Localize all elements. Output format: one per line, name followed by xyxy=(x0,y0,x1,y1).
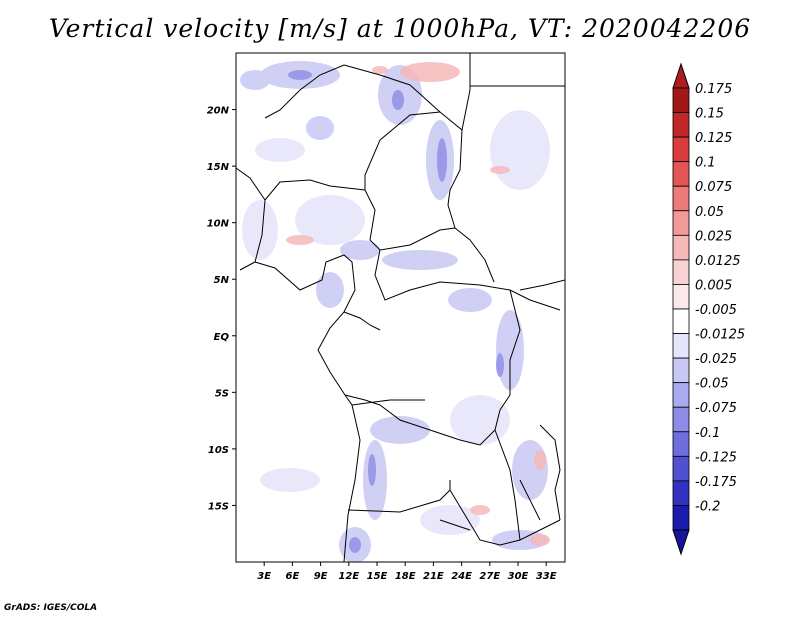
colorbar-level-label: -0.025 xyxy=(695,352,737,367)
lon-tick-label: 15E xyxy=(367,571,388,582)
lon-tick-label: 18E xyxy=(395,571,416,582)
lat-tick-label: 15N xyxy=(207,162,230,173)
map-title: Vertical velocity [m/s] at 1000hPa, VT: … xyxy=(48,14,752,43)
lon-tick-label: 12E xyxy=(338,571,359,582)
colorbar-level-label: -0.125 xyxy=(695,450,737,465)
colorbar-swatch xyxy=(672,406,690,433)
colorbar-swatch xyxy=(672,308,690,334)
colorbar-swatch xyxy=(672,431,690,457)
colorbar-swatch xyxy=(672,455,690,482)
lon-tick-label: 21E xyxy=(423,571,444,582)
colorbar-level-label: 0.075 xyxy=(695,180,732,195)
country-borders xyxy=(236,53,565,562)
colorbar-swatch xyxy=(672,333,690,359)
lat-tick-label: 15S xyxy=(208,501,229,512)
colorbar-swatch xyxy=(672,210,690,236)
colorbar-swatch xyxy=(672,136,690,163)
colorbar-swatch xyxy=(672,480,690,506)
colorbar-level-label: 0.175 xyxy=(695,82,732,97)
lon-tick-label: 27E xyxy=(479,571,500,582)
colorbar-bottom-cap xyxy=(672,529,690,556)
colorbar-swatch xyxy=(672,87,690,113)
colorbar-level-label: -0.075 xyxy=(695,401,737,416)
colorbar-level-label: 0.125 xyxy=(695,131,732,146)
colorbar-level-label: -0.2 xyxy=(695,499,720,514)
lon-tick-label: 30E xyxy=(508,571,529,582)
lon-tick-label: 24E xyxy=(451,571,472,582)
lon-tick-label: 33E xyxy=(536,571,557,582)
velocity-field xyxy=(240,61,550,562)
colorbar-swatch xyxy=(672,505,690,531)
colorbar-swatch xyxy=(672,259,690,285)
grads-credit: GrADS: IGES/COLA xyxy=(4,603,98,613)
lon-tick-label: 9E xyxy=(314,571,328,582)
colorbar-swatch xyxy=(672,234,690,261)
colorbar-swatch xyxy=(672,357,690,384)
colorbar-level-label: 0.025 xyxy=(695,229,732,244)
colorbar-level-label: -0.1 xyxy=(695,426,720,441)
colorbar-swatch xyxy=(672,112,690,138)
colorbar-level-label: 0.005 xyxy=(695,278,732,293)
map-frame xyxy=(235,52,566,563)
colorbar-level-label: 0.1 xyxy=(695,156,716,171)
lat-tick-label: 5N xyxy=(214,275,230,286)
lat-tick-label: 5S xyxy=(215,388,229,399)
map-panel xyxy=(235,52,566,563)
colorbar-swatch xyxy=(672,161,690,187)
lat-tick-label: 20N xyxy=(207,106,230,117)
colorbar-swatch xyxy=(672,284,690,310)
lon-tick-label: 3E xyxy=(257,571,271,582)
colorbar-level-label: 0.0125 xyxy=(695,254,741,269)
lat-tick-label: 10N xyxy=(207,219,230,230)
colorbar-swatch xyxy=(672,185,690,212)
colorbar-level-label: 0.05 xyxy=(695,205,724,220)
colorbar-level-label: -0.05 xyxy=(695,377,729,392)
colorbar-level-label: 0.15 xyxy=(695,107,724,122)
colorbar-top-cap xyxy=(672,62,690,89)
latitude-axis: 20N 15N 10N 5N EQ 5S 10S 15S xyxy=(207,106,236,512)
colorbar-swatch xyxy=(672,382,690,408)
lat-tick-label: EQ xyxy=(214,332,230,343)
lat-tick-label: 10S xyxy=(208,445,229,456)
colorbar-level-label: -0.175 xyxy=(695,475,737,490)
colorbar-level-label: -0.0125 xyxy=(695,328,745,343)
colorbar: 0.175 0.15 0.125 0.1 0.075 0.05 0.025 0.0125 0.0… xyxy=(672,62,745,556)
lon-tick-label: 6E xyxy=(286,571,300,582)
longitude-axis: 3E 6E 9E 12E 15E 18E 21E 24E 27E 30E 33E xyxy=(257,562,557,582)
colorbar-level-label: -0.005 xyxy=(695,303,737,318)
